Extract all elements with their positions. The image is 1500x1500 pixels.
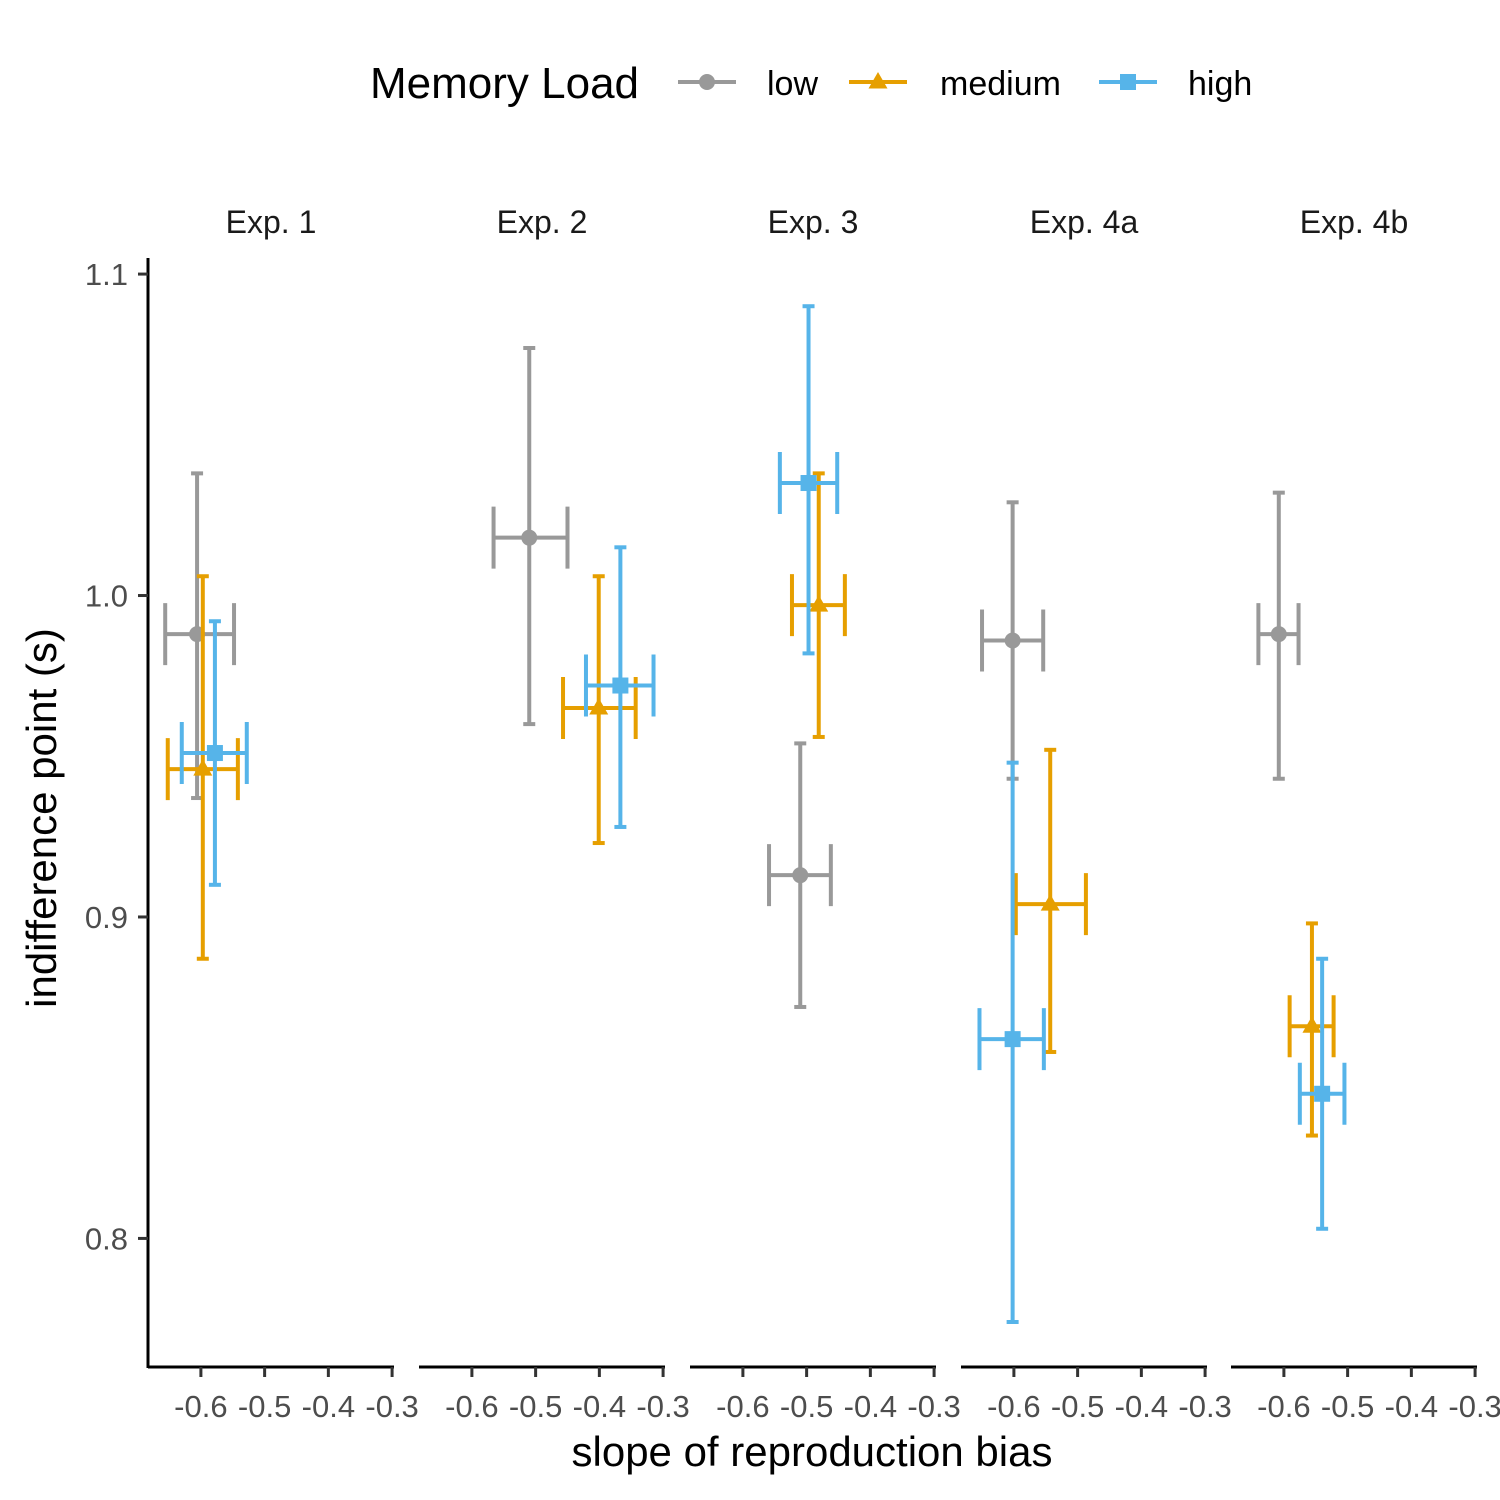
data-point-high [777, 304, 840, 656]
legend-label: high [1188, 65, 1252, 103]
y-tick-label: 1.1 [85, 257, 128, 292]
facet-panel: Exp. 2 -0.6 -0.5 -0.4 -0.3 [419, 204, 690, 1424]
x-tick-label: -0.4 [1385, 1389, 1438, 1424]
x-tick-label: -0.4 [573, 1389, 626, 1424]
legend-item-high: high [1099, 65, 1252, 103]
facet-strip-label: Exp. 2 [497, 204, 588, 240]
legend-key-triangle-icon [868, 72, 888, 89]
point-marker-medium [809, 595, 829, 612]
x-tick-label: -0.5 [780, 1389, 833, 1424]
facet-panel: Exp. 4b -0.6 -0.5 -0.4 -0.3 [1231, 204, 1500, 1424]
x-tick-label: -0.3 [907, 1389, 960, 1424]
point-marker-medium [589, 698, 609, 715]
x-tick-label: -0.5 [1051, 1389, 1104, 1424]
data-point-low [980, 500, 1046, 781]
legend-item-medium: medium [849, 65, 1061, 103]
x-axis-title: slope of reproduction bias [572, 1428, 1053, 1475]
point-marker-high [206, 745, 223, 762]
y-axis-title: indifference point (s) [18, 628, 65, 1008]
point-marker-medium [193, 759, 213, 776]
data-point-medium [789, 471, 847, 739]
data-point-low [767, 741, 833, 1009]
data-point-medium [165, 574, 240, 961]
x-tick-label: -0.5 [238, 1389, 291, 1424]
x-tick-label: -0.3 [1448, 1389, 1500, 1424]
facet-strip-label: Exp. 3 [768, 204, 859, 240]
data-point-high [179, 619, 249, 887]
x-tick-label: -0.4 [844, 1389, 897, 1424]
facet-strip-label: Exp. 4b [1300, 204, 1409, 240]
data-point-medium [561, 574, 638, 846]
data-point-medium [1287, 921, 1336, 1138]
point-marker-low [1270, 626, 1287, 643]
data-point-medium [1013, 747, 1088, 1054]
y-tick-label: 1.0 [85, 579, 128, 614]
data-point-low [491, 346, 570, 727]
x-tick-label: -0.6 [174, 1389, 227, 1424]
legend-label: medium [940, 65, 1061, 103]
point-marker-high [1004, 1031, 1021, 1048]
legend-item-low: low [678, 65, 818, 103]
facet-panel: Exp. 4a -0.6 -0.5 -0.4 -0.3 [961, 204, 1232, 1424]
data-point-high [1297, 956, 1347, 1231]
x-tick-label: -0.5 [509, 1389, 562, 1424]
legend-title: Memory Load [370, 59, 639, 108]
data-point-low [1256, 490, 1301, 781]
point-marker-high [612, 677, 629, 694]
y-tick-label: 0.9 [85, 900, 128, 935]
x-tick-label: -0.4 [1115, 1389, 1168, 1424]
x-tick-label: -0.6 [987, 1389, 1040, 1424]
point-marker-medium [1302, 1016, 1322, 1033]
facet-panel: Exp. 3 -0.6 -0.5 -0.4 -0.3 [690, 204, 961, 1424]
x-tick-label: -0.4 [302, 1389, 355, 1424]
legend-label: low [767, 65, 818, 103]
facet-strip-label: Exp. 1 [226, 204, 317, 240]
point-marker-high [800, 475, 817, 492]
point-marker-low [521, 529, 538, 546]
x-tick-label: -0.6 [1257, 1389, 1310, 1424]
y-tick-label: 0.8 [85, 1221, 128, 1256]
x-tick-label: -0.3 [365, 1389, 418, 1424]
x-tick-label: -0.3 [636, 1389, 689, 1424]
x-tick-label: -0.5 [1321, 1389, 1374, 1424]
legend-key-square-icon [1120, 74, 1136, 90]
facet-strip-label: Exp. 4a [1030, 204, 1139, 240]
facet-panels: Exp. 1 -0.6 -0.5 -0.4 -0.3 Exp. 2 -0.6 -0.5 -0.4… [148, 204, 1500, 1424]
data-point-high [977, 760, 1046, 1324]
point-marker-high [1314, 1085, 1331, 1102]
point-marker-low [1004, 632, 1021, 649]
legend-key-circle-icon [699, 74, 715, 90]
point-marker-low [792, 867, 809, 884]
facet-panel: Exp. 1 -0.6 -0.5 -0.4 -0.3 [148, 204, 419, 1424]
data-point-low [163, 471, 237, 801]
x-tick-label: -0.6 [716, 1389, 769, 1424]
x-tick-label: -0.3 [1178, 1389, 1231, 1424]
y-axis: 0.8 0.9 1.0 1.1 [85, 257, 150, 1368]
legend: Memory Load low medium high [370, 59, 1252, 108]
point-marker-medium [1040, 894, 1060, 911]
data-point-high [583, 545, 656, 829]
x-tick-label: -0.6 [445, 1389, 498, 1424]
